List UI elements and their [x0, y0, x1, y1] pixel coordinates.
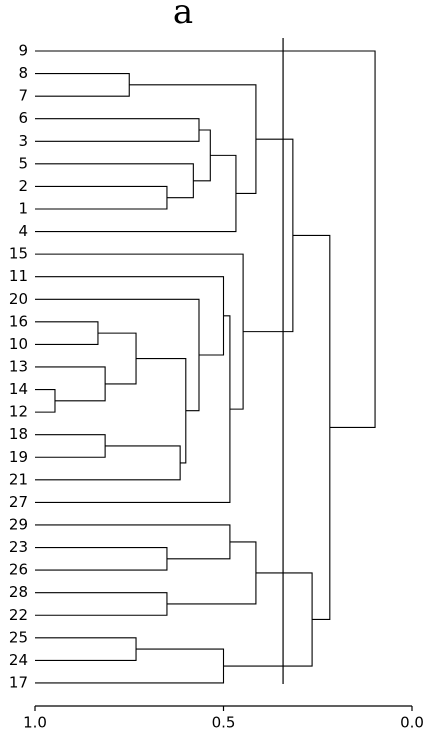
leaf-label: 5: [18, 154, 28, 172]
leaf-label: 8: [18, 64, 28, 82]
leaf-label: 23: [9, 538, 28, 556]
dendrogram-link: [35, 163, 194, 199]
leaf-label: 22: [9, 606, 28, 624]
x-tick-label: 0.5: [212, 714, 236, 732]
dendrogram-link: [35, 118, 200, 142]
leaf-label: 7: [18, 87, 28, 105]
dendrogram-link: [129, 84, 257, 195]
dendrogram-link: [35, 524, 231, 560]
leaf-label: 13: [9, 357, 28, 375]
dendrogram-link: [35, 154, 237, 233]
dendrogram-link: [35, 434, 106, 458]
dendrogram-link: [136, 357, 187, 464]
leaf-label: 12: [9, 403, 28, 421]
dendrogram-link: [292, 234, 331, 621]
dendrogram-link: [35, 648, 225, 684]
leaf-label: 3: [18, 132, 28, 150]
dendrogram-link: [35, 253, 244, 410]
leaf-label: 1: [18, 199, 28, 217]
leaf-label: 15: [9, 245, 28, 263]
leaf-label: 21: [9, 470, 28, 488]
dendrogram-link: [243, 138, 294, 333]
dendrogram-link: [97, 332, 137, 385]
dendrogram-link: [35, 298, 200, 412]
leaf-label: 24: [9, 651, 28, 669]
leaf-label: 27: [9, 493, 28, 511]
dendrogram-link: [35, 185, 168, 210]
x-tick-label: 1.0: [23, 714, 47, 732]
leaf-label: 4: [18, 222, 28, 240]
dendrogram-link: [166, 541, 257, 605]
dendrogram-link: [35, 546, 168, 571]
leaf-label: 19: [9, 448, 28, 466]
x-tick-label: 0.0: [400, 714, 424, 732]
dendrogram-link: [35, 389, 56, 413]
leaf-label: 2: [18, 177, 28, 195]
leaf-label: 6: [18, 109, 28, 127]
dendrogram-link: [35, 637, 137, 661]
leaf-label: 17: [9, 673, 28, 691]
dendrogram-link: [35, 73, 130, 97]
dendrogram-link: [35, 50, 376, 428]
dendrogram-link: [35, 366, 106, 402]
leaf-label: 14: [9, 380, 28, 398]
leaf-label: 25: [9, 628, 28, 646]
leaf-label: 18: [9, 425, 28, 443]
dendrogram-link: [35, 592, 168, 616]
leaf-label: 11: [9, 267, 28, 285]
leaf-label: 16: [9, 312, 28, 330]
leaf-label: 10: [9, 335, 28, 353]
dendrogram-link: [223, 572, 313, 667]
leaf-label: 9: [18, 42, 28, 60]
dendrogram-link: [35, 315, 231, 503]
dendrogram-link: [193, 129, 211, 182]
dendrogram-link: [35, 445, 181, 481]
leaf-label: 28: [9, 583, 28, 601]
leaf-label: 26: [9, 561, 28, 579]
dendrogram-link: [35, 276, 225, 356]
chart-title: a: [173, 0, 193, 32]
leaf-label: 20: [9, 290, 28, 308]
dendrogram-link: [35, 321, 99, 345]
leaf-label: 29: [9, 515, 28, 533]
